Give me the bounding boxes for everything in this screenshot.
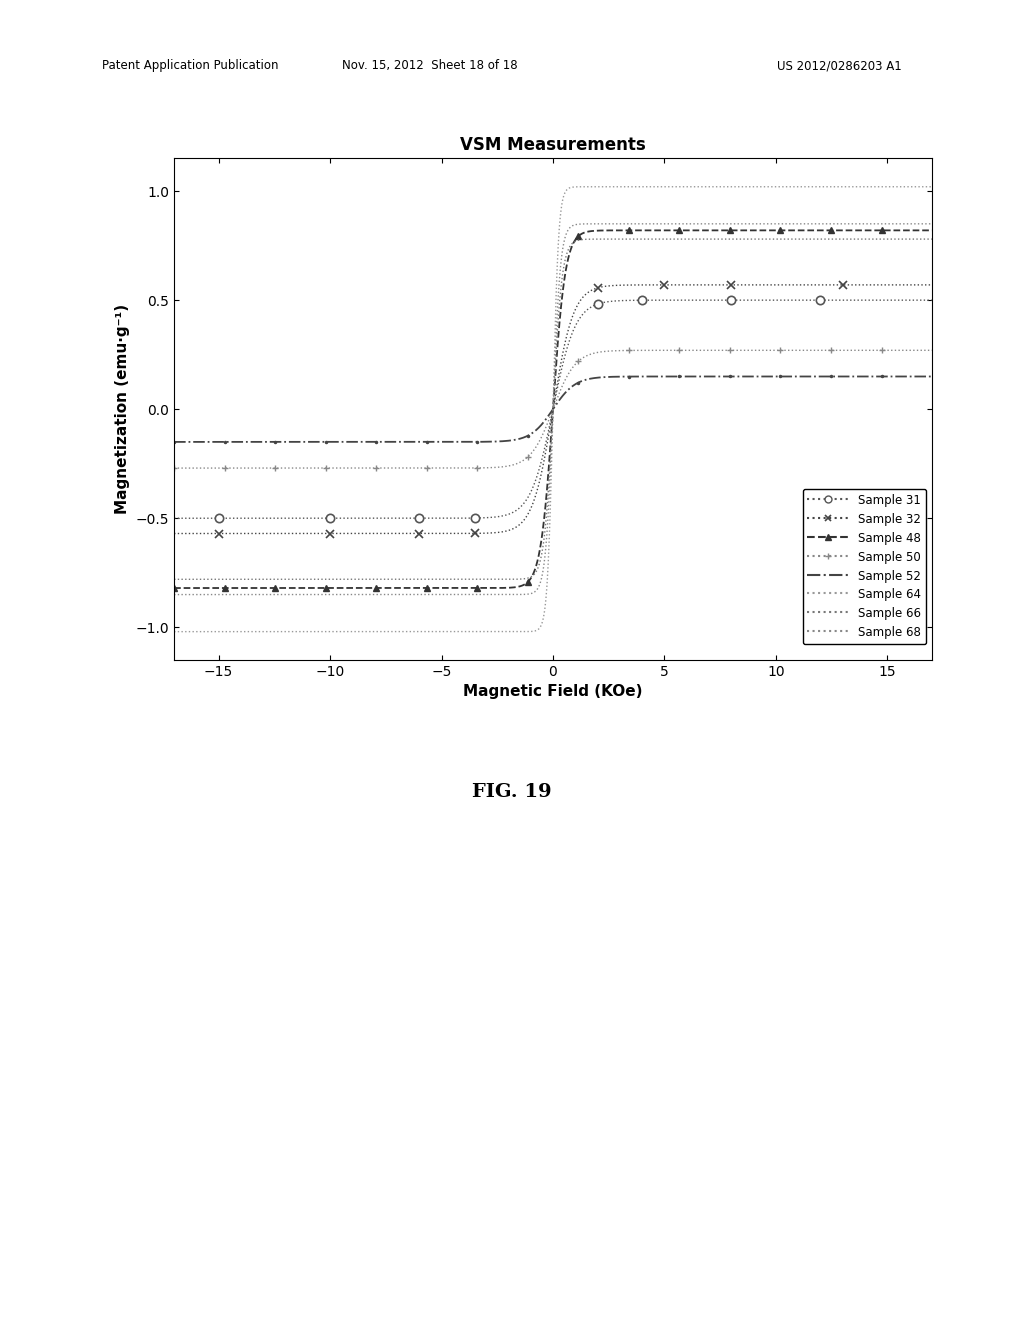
Legend: Sample 31, Sample 32, Sample 48, Sample 50, Sample 52, Sample 64, Sample 66, Sam: Sample 31, Sample 32, Sample 48, Sample …: [803, 488, 926, 644]
Title: VSM Measurements: VSM Measurements: [460, 136, 646, 154]
Text: Patent Application Publication: Patent Application Publication: [102, 59, 279, 73]
Text: FIG. 19: FIG. 19: [472, 783, 552, 801]
Text: US 2012/0286203 A1: US 2012/0286203 A1: [777, 59, 902, 73]
Text: Nov. 15, 2012  Sheet 18 of 18: Nov. 15, 2012 Sheet 18 of 18: [342, 59, 518, 73]
X-axis label: Magnetic Field (KOe): Magnetic Field (KOe): [463, 684, 643, 700]
Y-axis label: Magnetization (emu·g⁻¹): Magnetization (emu·g⁻¹): [115, 304, 130, 515]
